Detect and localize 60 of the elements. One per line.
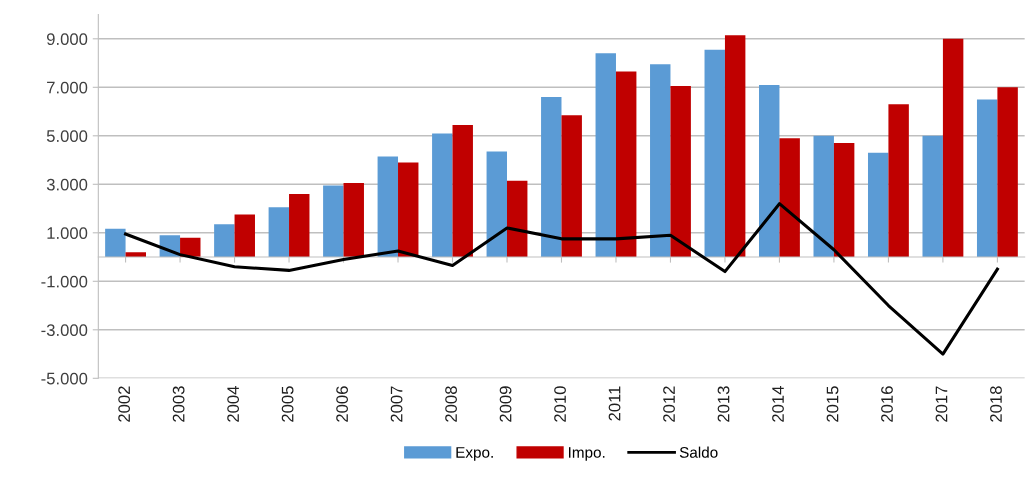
x-tick-label: 2014 <box>772 386 784 422</box>
x-tick-label: 2016 <box>881 386 893 422</box>
bar <box>833 143 855 258</box>
y-tick-label: 1.000 <box>47 227 88 239</box>
x-tick-label: 2012 <box>663 386 675 422</box>
bar <box>759 84 780 258</box>
y-tick-label: 3.000 <box>46 178 88 191</box>
x-tick-label: 2005 <box>281 386 294 422</box>
x-tick-label: 2011 <box>608 386 621 421</box>
bar <box>105 228 126 258</box>
y-tick-label: -5.000 <box>41 372 88 385</box>
bar <box>942 38 964 258</box>
bar <box>214 224 235 258</box>
bar <box>704 49 725 258</box>
x-tick-label: 2009 <box>499 386 512 422</box>
y-tick-label: 9.000 <box>46 33 88 45</box>
bar <box>452 124 473 258</box>
bar <box>650 64 671 258</box>
legend-label: Saldo <box>679 446 718 458</box>
bar <box>779 138 800 258</box>
x-tick-label: 2007 <box>390 386 403 422</box>
x-tick-label: 2006 <box>336 386 348 422</box>
x-tick-label: 2002 <box>118 386 131 422</box>
bar <box>398 162 419 258</box>
bar <box>234 214 255 258</box>
bar <box>268 207 290 258</box>
y-tick-label: -1.000 <box>41 275 88 288</box>
bar <box>867 152 889 258</box>
bar <box>670 86 691 258</box>
x-tick-label: 2004 <box>227 386 240 422</box>
bar <box>541 97 562 258</box>
bar <box>561 115 582 258</box>
x-tick-label: 2003 <box>172 386 185 422</box>
x-tick-label: 2015 <box>826 386 839 422</box>
line-series <box>124 202 999 356</box>
bar <box>486 151 507 258</box>
bar <box>997 87 1018 258</box>
bar <box>432 133 453 258</box>
bar <box>813 135 834 258</box>
x-tick-label: 2010 <box>554 386 566 422</box>
x-tick-label: 2018 <box>990 386 1002 422</box>
bar <box>323 185 344 258</box>
bar <box>724 35 746 258</box>
x-tick-label: 2017 <box>935 386 948 422</box>
y-tick-label: -3.000 <box>41 324 88 336</box>
bar <box>595 53 616 258</box>
bar <box>343 183 364 258</box>
bar <box>507 180 528 258</box>
x-tick-label: 2013 <box>717 386 730 422</box>
bar <box>289 194 310 258</box>
bar <box>976 99 998 258</box>
bar <box>922 135 943 258</box>
bar <box>888 104 909 258</box>
legend-label: Expo. <box>456 447 493 461</box>
bar <box>615 71 637 258</box>
y-tick-label: 5.000 <box>46 130 88 142</box>
y-tick-label: 7.000 <box>47 81 88 94</box>
legend-label: Impo. <box>569 447 605 461</box>
bar <box>377 156 399 258</box>
x-tick-label: 2008 <box>445 386 457 422</box>
